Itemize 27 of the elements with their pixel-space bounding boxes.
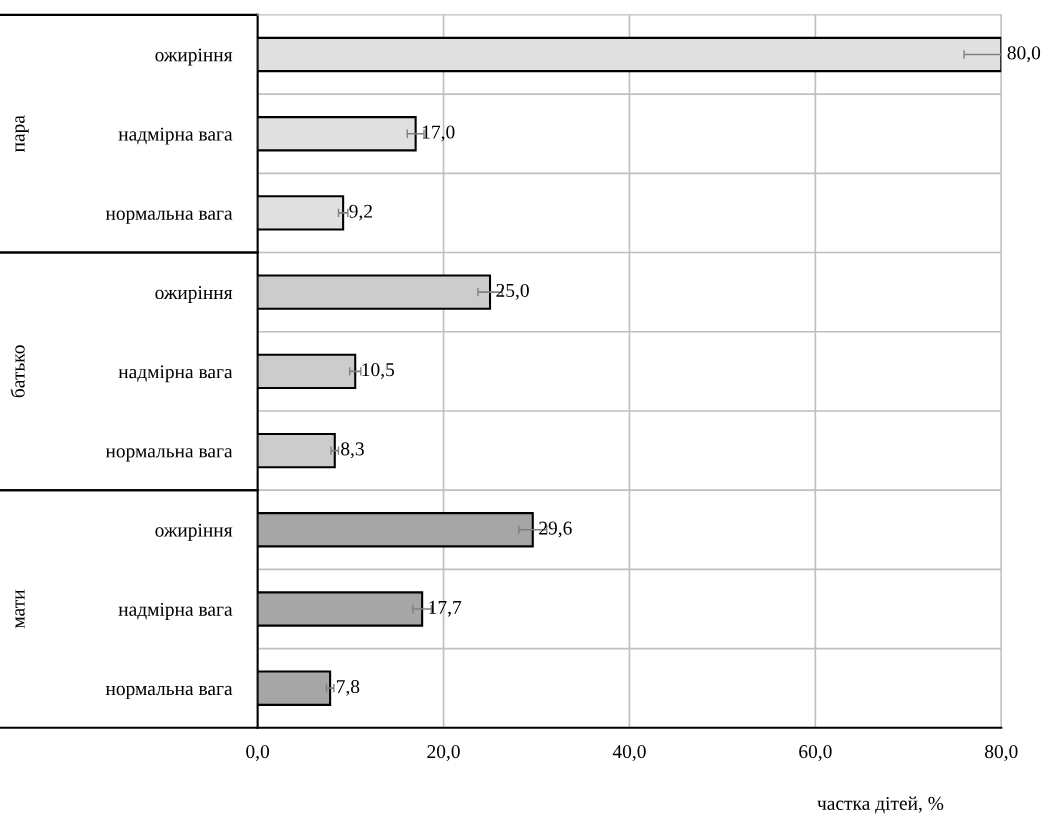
y-tick-label: надмірна вага [118, 365, 233, 383]
data-label: 8,3 [341, 442, 364, 459]
data-label: 17,0 [422, 125, 455, 142]
y-tick-label: нормальна вага [105, 685, 233, 700]
data-label: 7,8 [336, 679, 360, 696]
x-tick-label: 40,0 [612, 745, 646, 761]
y-tick-label: ожиріння [155, 523, 233, 541]
y-tick-label: ожиріння [155, 286, 233, 304]
x-axis-title: частка дітей, % [817, 796, 944, 814]
x-tick-label: 0,0 [246, 745, 270, 761]
y-tick-label: ожиріння [155, 48, 233, 66]
data-label: 29,6 [539, 521, 572, 538]
data-label: 17,7 [429, 600, 462, 617]
text: батько [10, 345, 25, 398]
data-label: 80,0 [1007, 46, 1041, 63]
y-tick-label: надмірна вага [118, 127, 233, 145]
x-tick-label: 80,0 [985, 745, 1018, 761]
y-tick-label: нормальна вага [105, 448, 233, 462]
y-tick-label: надмірна вага [118, 602, 233, 620]
y-tick-label: нормальна вага [105, 210, 233, 224]
text: пара [15, 115, 29, 153]
data-label: 25,0 [496, 283, 529, 300]
x-tick-label: 60,0 [799, 745, 832, 761]
data-label: 9,2 [349, 204, 372, 221]
data-label: 10,5 [362, 363, 395, 380]
text: мати [15, 589, 25, 629]
x-tick-label: 20,0 [427, 745, 460, 761]
